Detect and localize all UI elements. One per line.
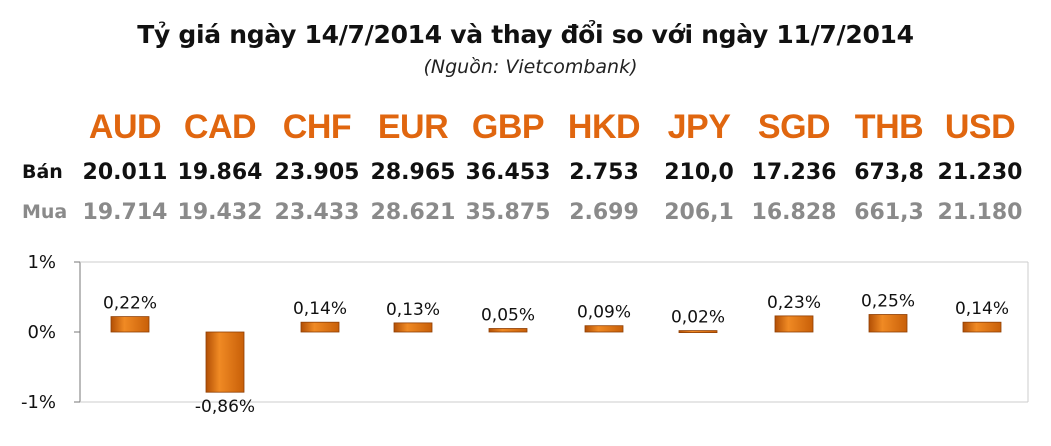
data-label-chf: 0,14% (293, 299, 347, 319)
bar-thb (868, 314, 908, 333)
buy-rate: 2.699 (569, 200, 639, 225)
chart-source: (Nguồn: Vietcombank) (423, 56, 638, 78)
bar-cad (205, 331, 245, 393)
bar-chf (300, 321, 340, 333)
data-label-gbp: 0,05% (481, 306, 535, 326)
sell-rate: 19.864 (177, 160, 263, 185)
sell-rate: 210,0 (664, 160, 734, 185)
buy-rate: 28.621 (370, 200, 456, 225)
data-label-jpy: 0,02% (671, 308, 725, 328)
buy-rate: 661,3 (854, 200, 924, 225)
bar-usd (962, 321, 1002, 333)
sell-rate: 28.965 (370, 160, 456, 185)
currency-code: CHF (282, 108, 352, 146)
bar-jpy (678, 330, 718, 334)
data-label-hkd: 0,09% (577, 303, 631, 323)
data-label-thb: 0,25% (861, 292, 915, 312)
y-tick-label: -1% (21, 392, 56, 413)
bar-eur (393, 322, 433, 333)
currency-code: HKD (567, 108, 641, 146)
currency-code: THB (854, 108, 924, 146)
buy-rate: 16.828 (751, 200, 837, 225)
currency-code: SGD (757, 108, 831, 146)
buy-rate: 19.714 (82, 200, 168, 225)
currency-code: AUD (88, 108, 162, 146)
sell-rate: 17.236 (751, 160, 837, 185)
sell-rate: 23.905 (274, 160, 360, 185)
currency-code: GBP (471, 108, 545, 146)
y-tick-label: 1% (27, 252, 56, 273)
sell-row-label: Bán (22, 161, 63, 183)
data-label-cad: -0,86% (195, 397, 255, 417)
sell-rate: 36.453 (465, 160, 551, 185)
currency-code: EUR (377, 108, 449, 146)
currency-code: CAD (183, 108, 257, 146)
buy-rate: 206,1 (664, 200, 734, 225)
data-label-sgd: 0,23% (767, 293, 821, 313)
data-label-eur: 0,13% (386, 300, 440, 320)
buy-rate: 21.180 (937, 200, 1023, 225)
sell-rate: 21.230 (937, 160, 1023, 185)
buy-rate: 23.433 (274, 200, 360, 225)
sell-rate: 2.753 (569, 160, 639, 185)
bar-gbp (488, 328, 528, 333)
buy-rate: 19.432 (177, 200, 263, 225)
data-label-usd: 0,14% (955, 299, 1009, 319)
chart-title: Tỷ giá ngày 14/7/2014 và thay đổi so với… (137, 20, 914, 49)
bar-hkd (584, 325, 624, 333)
sell-rate: 20.011 (82, 160, 168, 185)
currency-code: USD (944, 108, 1016, 146)
bar-sgd (774, 315, 814, 333)
data-label-aud: 0,22% (103, 294, 157, 314)
y-tick-label: 0% (27, 322, 56, 343)
buy-rate: 35.875 (465, 200, 551, 225)
buy-row-label: Mua (22, 201, 68, 223)
bar-aud (110, 316, 150, 333)
currency-code: JPY (667, 108, 731, 146)
sell-rate: 673,8 (854, 160, 924, 185)
